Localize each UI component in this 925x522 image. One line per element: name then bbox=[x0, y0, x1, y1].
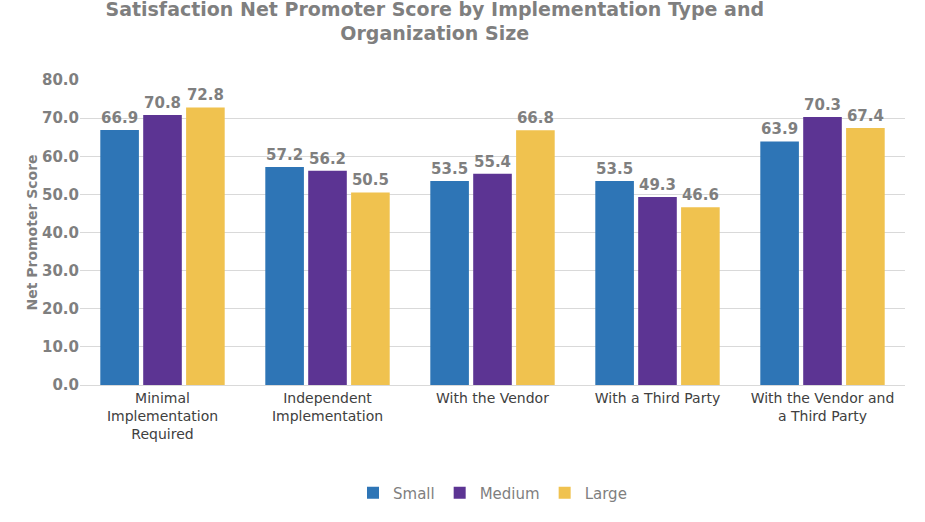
svg-text:40.0: 40.0 bbox=[42, 224, 79, 242]
svg-text:67.4: 67.4 bbox=[847, 107, 884, 125]
svg-text:66.9: 66.9 bbox=[101, 109, 138, 127]
svg-text:50.0: 50.0 bbox=[42, 186, 79, 204]
svg-text:Net Promoter Score: Net Promoter Score bbox=[24, 154, 40, 310]
svg-text:55.4: 55.4 bbox=[474, 153, 511, 171]
svg-text:46.6: 46.6 bbox=[682, 186, 719, 204]
svg-text:49.3: 49.3 bbox=[639, 176, 676, 194]
svg-text:53.5: 53.5 bbox=[431, 160, 468, 178]
svg-text:50.5: 50.5 bbox=[352, 171, 389, 189]
svg-text:Large: Large bbox=[585, 485, 627, 503]
svg-text:IndependentImplementation: IndependentImplementation bbox=[272, 390, 383, 424]
svg-text:20.0: 20.0 bbox=[42, 300, 79, 318]
svg-text:10.0: 10.0 bbox=[42, 338, 79, 356]
svg-text:66.8: 66.8 bbox=[517, 109, 554, 127]
svg-text:With the Vendor anda Third Par: With the Vendor anda Third Party bbox=[751, 390, 895, 424]
svg-text:0.0: 0.0 bbox=[52, 376, 79, 394]
svg-text:30.0: 30.0 bbox=[42, 262, 79, 280]
svg-text:Medium: Medium bbox=[480, 485, 540, 503]
svg-text:70.8: 70.8 bbox=[144, 94, 181, 112]
svg-text:Small: Small bbox=[393, 485, 435, 503]
svg-text:With a Third Party: With a Third Party bbox=[595, 390, 720, 406]
svg-text:63.9: 63.9 bbox=[761, 120, 798, 138]
svg-text:53.5: 53.5 bbox=[596, 160, 633, 178]
svg-text:With the Vendor: With the Vendor bbox=[436, 390, 549, 406]
svg-text:70.0: 70.0 bbox=[42, 109, 79, 127]
svg-text:Satisfaction Net Promoter Scor: Satisfaction Net Promoter Score by Imple… bbox=[105, 0, 764, 44]
svg-text:60.0: 60.0 bbox=[42, 148, 79, 166]
svg-text:MinimalImplementationRequired: MinimalImplementationRequired bbox=[107, 390, 218, 442]
svg-text:70.3: 70.3 bbox=[804, 96, 841, 114]
svg-text:80.0: 80.0 bbox=[42, 71, 79, 89]
svg-text:57.2: 57.2 bbox=[266, 146, 303, 164]
svg-text:72.8: 72.8 bbox=[187, 86, 224, 104]
svg-text:56.2: 56.2 bbox=[309, 150, 346, 168]
